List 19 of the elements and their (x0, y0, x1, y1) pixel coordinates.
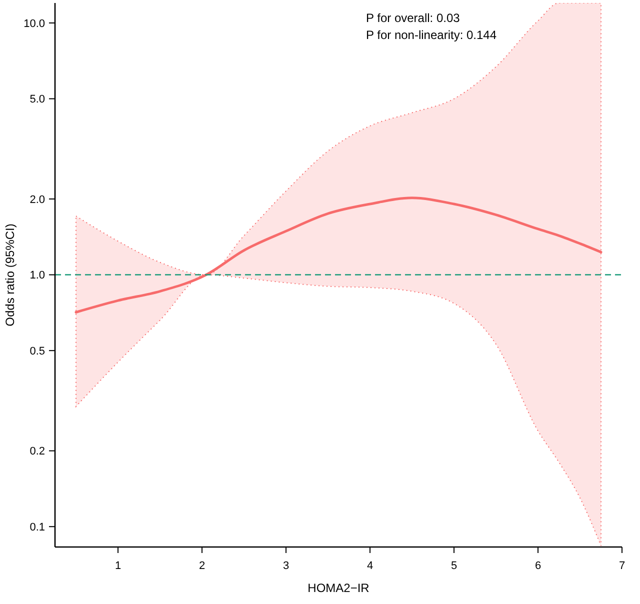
y-tick-label: 0.2 (30, 446, 45, 458)
y-tick-label: 0.1 (30, 521, 45, 534)
y-tick-label: 2.0 (30, 194, 45, 206)
annotation: P for overall: 0.03 (366, 11, 460, 25)
line-series (74, 196, 602, 314)
y-tick-label: 0.5 (30, 345, 45, 358)
x-tick-label: 4 (366, 560, 374, 572)
x-tick-label: 2 (198, 560, 206, 572)
y-tick-label: 5.0 (30, 94, 45, 106)
x-tick-label: 5 (450, 560, 458, 572)
y-axis-title: Odds ratio (95%CI) (3, 224, 17, 326)
x-tick-label: 6 (534, 560, 542, 572)
annotation: P for non-linearity: 0.144 (366, 28, 497, 42)
y-tick-label: 1.0 (30, 270, 45, 282)
x-tick-label: 7 (618, 560, 626, 572)
x-tick-label: 3 (282, 560, 290, 572)
x-tick-label: 1 (114, 560, 122, 572)
x-axis-title: HOMA2−IR (308, 581, 370, 595)
y-tick-label: 10.0 (24, 18, 45, 30)
